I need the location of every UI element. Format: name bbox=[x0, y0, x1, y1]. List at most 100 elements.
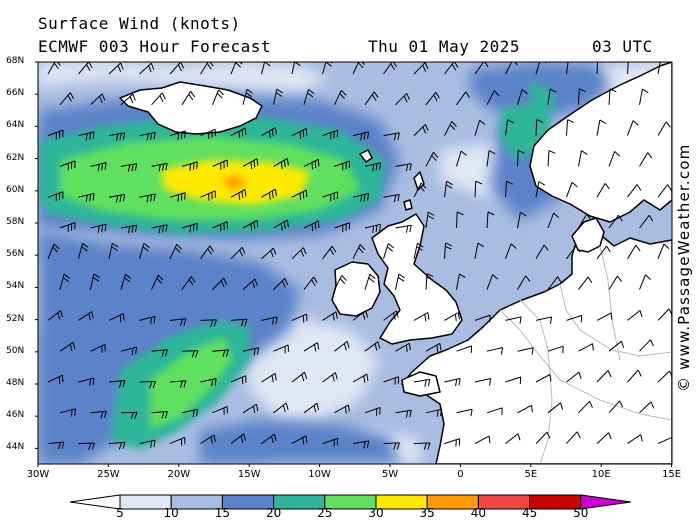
wind-barb-staff bbox=[364, 162, 381, 167]
wind-barb-staff bbox=[78, 192, 95, 198]
wind-barb-flag bbox=[549, 374, 552, 382]
wind-barb-flag bbox=[592, 343, 594, 351]
wind-barb-flag bbox=[276, 88, 283, 94]
wind-barb-flag bbox=[268, 131, 271, 139]
lon-label: 5E bbox=[524, 469, 538, 480]
wind-barb-flag bbox=[216, 92, 223, 99]
wind-barb-staff bbox=[47, 243, 55, 259]
wind-barb-staff bbox=[474, 181, 477, 198]
wind-barb-flag bbox=[317, 159, 320, 167]
wind-barb-flag bbox=[311, 223, 314, 232]
map-title: Surface Wind (knots) bbox=[38, 14, 241, 33]
wind-barb-flag bbox=[99, 96, 103, 103]
wind-barb-staff bbox=[169, 380, 186, 383]
wind-barb-flag bbox=[52, 246, 59, 253]
wind-barb-staff bbox=[505, 181, 507, 198]
wind-barb-staff bbox=[364, 274, 371, 290]
wind-barb-staff bbox=[322, 191, 338, 198]
wind-barb-flag bbox=[608, 432, 612, 440]
wind-barb-flag bbox=[253, 160, 256, 168]
wind-barbs bbox=[47, 62, 672, 450]
wind-barb-flag bbox=[517, 433, 521, 441]
wind-barb-flag bbox=[184, 130, 186, 139]
wind-barb-staff bbox=[212, 159, 228, 167]
wind-barb-flag bbox=[610, 312, 613, 320]
wind-barb-staff bbox=[639, 89, 643, 105]
wind-barb-flag bbox=[88, 443, 92, 450]
wind-barb-staff bbox=[291, 371, 306, 383]
wind-barb-flag bbox=[159, 95, 164, 103]
wind-barb-flag bbox=[82, 242, 89, 248]
wind-barb-flag bbox=[150, 317, 153, 325]
wind-barb-staff bbox=[444, 377, 461, 383]
wind-barb-flag bbox=[61, 441, 65, 449]
wind-barb-staff bbox=[474, 378, 491, 383]
wind-barb-flag bbox=[122, 194, 126, 202]
wind-barb-staff bbox=[47, 374, 63, 383]
wind-barb-staff bbox=[413, 243, 418, 259]
wind-barb-staff bbox=[78, 131, 95, 137]
wind-barb-flag bbox=[301, 374, 305, 382]
wind-barb-staff bbox=[627, 244, 637, 260]
wind-barb-flag bbox=[92, 193, 95, 201]
wind-barb-staff bbox=[352, 62, 360, 75]
wind-barb-flag bbox=[284, 278, 289, 285]
wind-barb-staff bbox=[108, 193, 125, 198]
wind-barb-staff bbox=[230, 127, 246, 137]
wind-barb-staff bbox=[334, 404, 349, 414]
wind-barb-flag bbox=[192, 162, 195, 170]
wind-barb-staff bbox=[627, 120, 634, 136]
wind-barb-staff bbox=[90, 343, 106, 352]
wind-barb-flag bbox=[335, 311, 338, 319]
wind-barb-flag bbox=[488, 150, 496, 155]
wind-barb-flag bbox=[91, 311, 94, 319]
wind-barb-flag bbox=[69, 92, 75, 99]
wind-barb-flag bbox=[111, 246, 118, 251]
wind-barb-flag bbox=[451, 121, 457, 128]
lon-label: 5W bbox=[381, 469, 399, 480]
wind-barb-flag bbox=[81, 246, 88, 252]
wind-barb-staff bbox=[59, 222, 76, 229]
wind-barb-staff bbox=[456, 345, 472, 352]
wind-barb-staff bbox=[578, 400, 590, 414]
wind-barb-flag bbox=[377, 341, 381, 349]
wind-barb-flag bbox=[517, 149, 525, 154]
wind-barb-flag bbox=[91, 442, 95, 450]
wind-barb-flag bbox=[305, 435, 308, 443]
wind-barb-flag bbox=[180, 193, 183, 201]
wind-barb-flag bbox=[648, 215, 654, 222]
wind-barb-flag bbox=[475, 180, 483, 185]
land-iceland bbox=[119, 81, 263, 135]
wind-barb-flag bbox=[112, 242, 119, 248]
wind-barb-flag bbox=[427, 215, 434, 220]
wind-barb-staff bbox=[486, 274, 494, 290]
wind-barb-flag bbox=[489, 378, 492, 386]
land-orkney bbox=[403, 199, 413, 211]
wind-barb-flag bbox=[357, 62, 364, 69]
wind-barb-flag bbox=[365, 310, 369, 318]
wind-barb-flag bbox=[188, 94, 194, 101]
wind-barb-staff bbox=[547, 212, 555, 229]
wind-barb-flag bbox=[341, 274, 347, 281]
forecast-model: ECMWF 003 Hour Forecast bbox=[38, 37, 272, 56]
wind-barb-flag bbox=[153, 440, 156, 448]
lat-label: 66N bbox=[6, 88, 25, 99]
wind-barb-flag bbox=[371, 94, 377, 101]
land-faroe-islands bbox=[359, 149, 373, 163]
wind-barb-flag bbox=[460, 150, 467, 156]
wind-barb-flag bbox=[56, 62, 61, 66]
wind-barb-staff bbox=[474, 62, 485, 75]
wind-barb-staff bbox=[78, 243, 83, 259]
wind-barb-flag bbox=[213, 319, 217, 327]
wind-barb-flag bbox=[459, 273, 466, 279]
wind-barb-staff bbox=[444, 62, 455, 75]
wind-barb-staff bbox=[291, 189, 307, 198]
colorbar bbox=[69, 494, 631, 510]
wind-barb-staff bbox=[566, 431, 578, 444]
wind-barb-flag bbox=[331, 245, 337, 253]
wind-barb-flag bbox=[618, 214, 623, 222]
wind-barb-staff bbox=[425, 91, 437, 106]
wind-barb-flag bbox=[343, 343, 347, 351]
forecast-date: Thu 01 May 2025 bbox=[368, 37, 520, 56]
wind-barb-staff bbox=[90, 273, 95, 290]
